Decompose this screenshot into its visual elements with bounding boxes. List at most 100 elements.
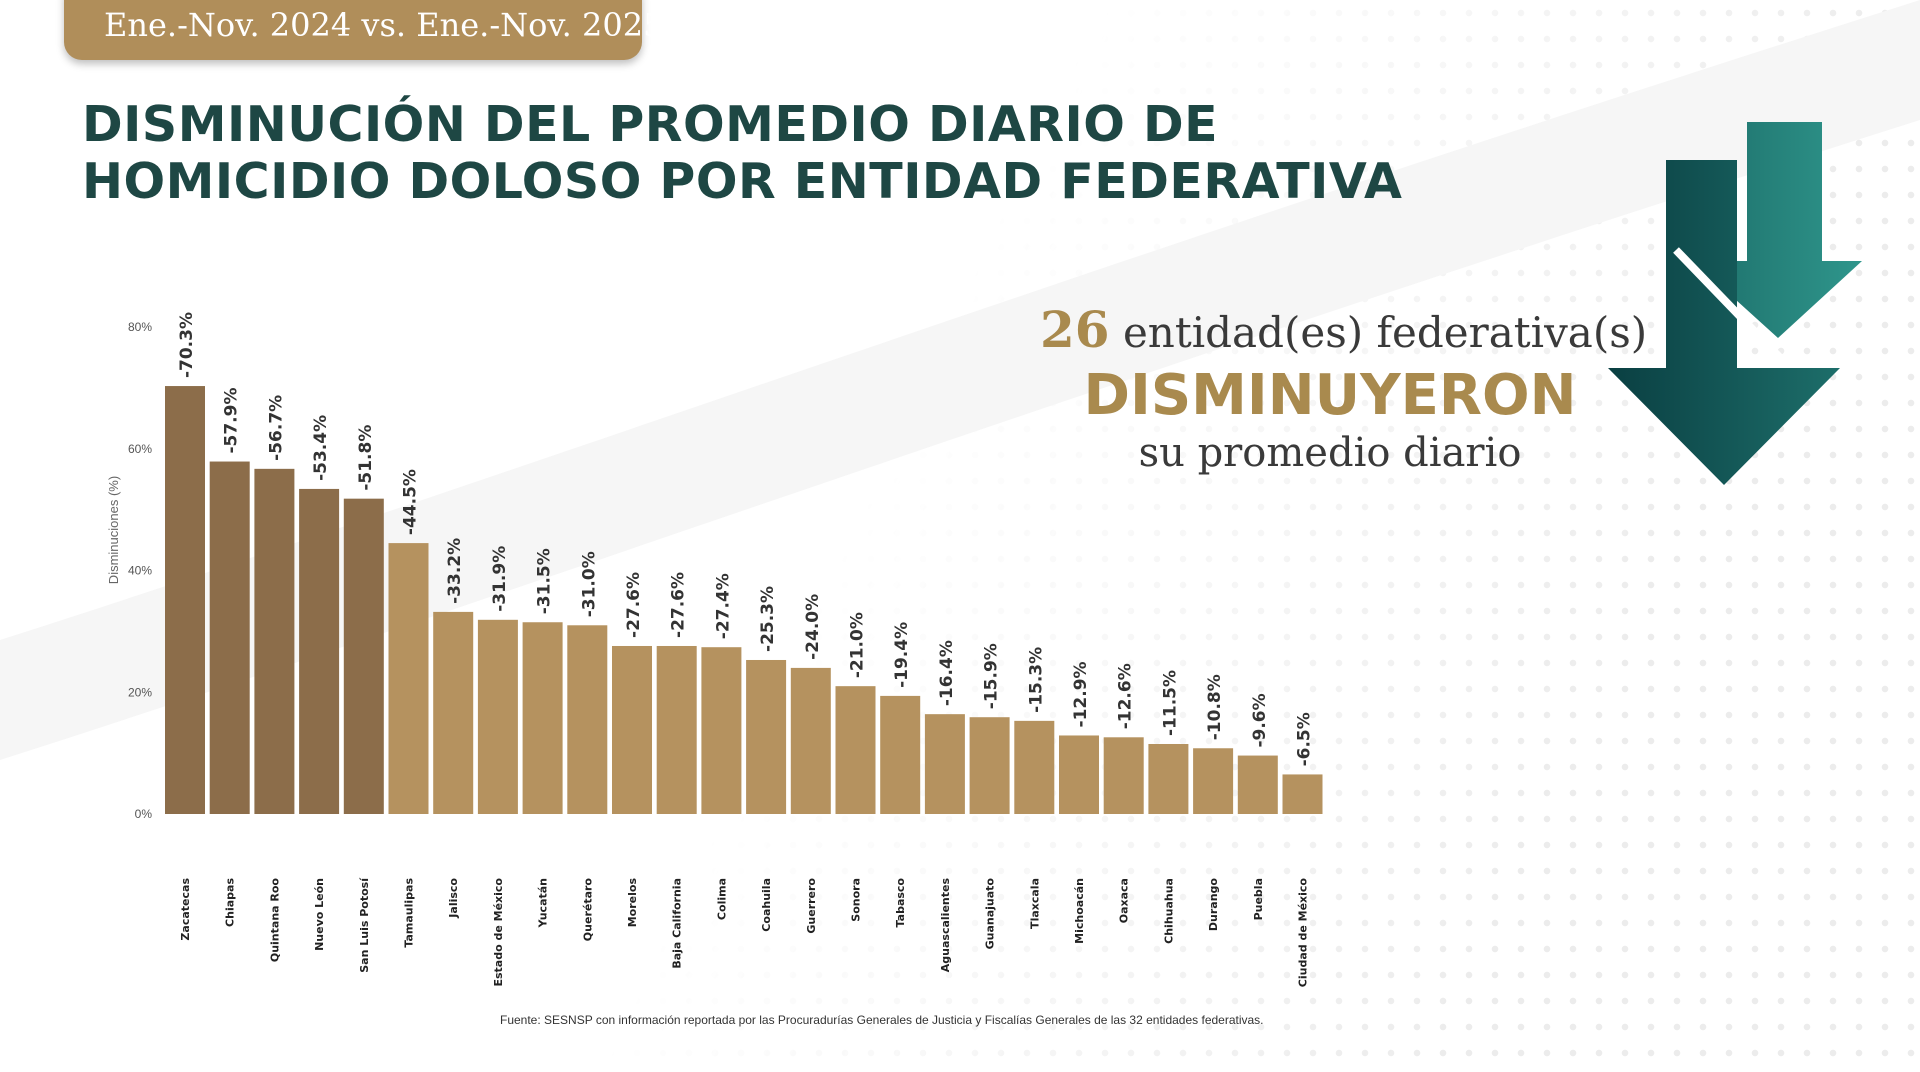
period-label: Ene.-Nov. 2024 vs. Ene.-Nov. 2025 — [104, 6, 664, 44]
bar — [522, 622, 563, 814]
bar — [1148, 743, 1189, 814]
bar — [1193, 748, 1234, 814]
bar — [1014, 720, 1055, 814]
bar-value-label: -53.4% — [311, 415, 331, 481]
bar — [209, 461, 250, 814]
bar — [701, 647, 742, 814]
bar-value-label: -33.2% — [445, 538, 465, 604]
bar — [656, 645, 697, 814]
bar — [746, 659, 787, 814]
bar-value-label: -56.7% — [266, 395, 286, 461]
callout-line-1-text: entidad(es) federativa(s) — [1122, 308, 1648, 357]
x-category-label: Sonora — [850, 878, 863, 922]
x-category-label: Coahuila — [760, 878, 773, 932]
bar-value-label: -11.5% — [1160, 670, 1180, 736]
y-tick-label: 60% — [128, 442, 152, 456]
bar-value-label: -15.3% — [1026, 647, 1046, 713]
x-category-label: Zacatecas — [179, 878, 192, 941]
x-category-label: Tlaxcala — [1028, 878, 1041, 929]
bar-value-labels: -70.3% -57.9% -56.7% -53.4% -51.8% -44.5% -33.… — [177, 312, 1315, 766]
source-note: Fuente: SESNSP con información reportada… — [500, 1013, 1264, 1027]
bar-value-label: -6.5% — [1295, 712, 1315, 766]
bar-value-label: -10.8% — [1205, 674, 1225, 740]
x-category-label: Chiapas — [224, 878, 237, 927]
x-category-label: Yucatán — [537, 878, 550, 928]
title-line-1: DISMINUCIÓN DEL PROMEDIO DIARIO DE — [82, 96, 1219, 153]
bar — [433, 611, 474, 814]
bar-value-label: -9.6% — [1250, 693, 1270, 747]
bar-value-label: -12.9% — [1071, 661, 1091, 727]
y-axis-title: Disminuciones (%) — [106, 476, 121, 584]
bar-value-label: -16.4% — [937, 640, 957, 706]
x-category-label: Baja California — [671, 878, 684, 969]
x-category-label: Aguascalientes — [939, 878, 952, 973]
x-category-label: Guerrero — [805, 878, 818, 934]
bar-value-label: -27.6% — [624, 572, 644, 638]
bar — [924, 714, 965, 814]
bar — [1282, 774, 1323, 814]
x-category-label: San Luis Potosí — [358, 877, 371, 973]
bar-value-label: -24.0% — [803, 594, 823, 660]
x-category-label: Morelos — [626, 878, 639, 928]
bar-value-label: -51.8% — [356, 425, 376, 491]
page-title: DISMINUCIÓN DEL PROMEDIO DIARIO DE HOMIC… — [82, 96, 1403, 210]
x-category-label: Estado de México — [492, 878, 505, 987]
x-category-label: Colima — [715, 878, 728, 920]
y-tick-label: 20% — [128, 685, 152, 699]
bar-value-label: -31.5% — [535, 548, 555, 614]
y-axis: 0% 20% 40% 60% 80% — [128, 320, 152, 821]
bar-value-label: -12.6% — [1116, 663, 1136, 729]
bar-value-label: -27.6% — [669, 572, 689, 638]
y-tick-label: 80% — [128, 320, 152, 334]
bar — [612, 645, 652, 814]
period-badge — [64, 0, 642, 60]
x-category-label: Nuevo León — [313, 878, 326, 951]
x-category-label: Ciudad de México — [1297, 878, 1310, 988]
bar — [299, 488, 340, 814]
bar-value-label: -27.4% — [713, 573, 733, 639]
x-category-label: Chihuahua — [1162, 878, 1175, 944]
bar — [567, 625, 608, 814]
bar — [835, 686, 876, 814]
bar — [165, 386, 205, 814]
callout-line-1: 26 entidad(es) federativa(s) — [1040, 300, 1647, 359]
bar-chart: 0%20%40%60%80% -70.3%-57.9% -56.7% -53.4% -… — [106, 312, 1323, 987]
bar-value-label: -70.3% — [177, 312, 197, 378]
x-axis-labels: Zacatecas Chiapas Quintana Roo Nuevo León Sa… — [179, 877, 1310, 987]
y-tick-label: 40% — [128, 564, 152, 578]
bars — [165, 386, 1323, 814]
bar — [1103, 737, 1144, 814]
bar-value-label: -15.9% — [982, 643, 1002, 709]
bar — [477, 619, 518, 814]
bar-value-label: -19.4% — [892, 622, 912, 688]
x-category-label: Jalisco — [447, 878, 460, 919]
callout-line-3: su promedio diario — [1138, 430, 1522, 476]
x-category-label: Tabasco — [894, 878, 907, 928]
x-category-label: Oaxaca — [1118, 878, 1131, 923]
bar — [880, 695, 921, 814]
bar — [254, 468, 295, 814]
x-category-label: Guanajuato — [984, 878, 997, 950]
x-category-label: Michoacán — [1073, 878, 1086, 944]
callout-line-2: DISMINUYERON — [1083, 363, 1577, 428]
x-category-label: Querétaro — [581, 878, 594, 942]
bar — [388, 543, 429, 814]
bar — [969, 717, 1010, 814]
bar-value-label: -44.5% — [401, 469, 421, 535]
down-arrow-icon — [1608, 122, 1862, 485]
bar-value-label: -31.0% — [579, 551, 599, 617]
bar — [790, 667, 831, 814]
y-tick-label: 0% — [135, 807, 153, 821]
callout-count: 26 — [1040, 300, 1110, 359]
bar — [1237, 755, 1278, 814]
bar-value-label: -31.9% — [490, 546, 510, 612]
bar-value-label: -57.9% — [222, 387, 242, 453]
bar-value-label: -25.3% — [758, 586, 778, 652]
summary-callout: 26 entidad(es) federativa(s) DISMINUYERO… — [1040, 300, 1647, 476]
bar — [343, 498, 384, 814]
x-category-label: Durango — [1207, 878, 1220, 932]
x-category-label: Puebla — [1252, 878, 1265, 920]
x-category-label: Tamaulipas — [403, 878, 416, 948]
title-line-2: HOMICIDIO DOLOSO POR ENTIDAD FEDERATIVA — [82, 153, 1403, 210]
bar-value-label: -21.0% — [848, 612, 868, 678]
